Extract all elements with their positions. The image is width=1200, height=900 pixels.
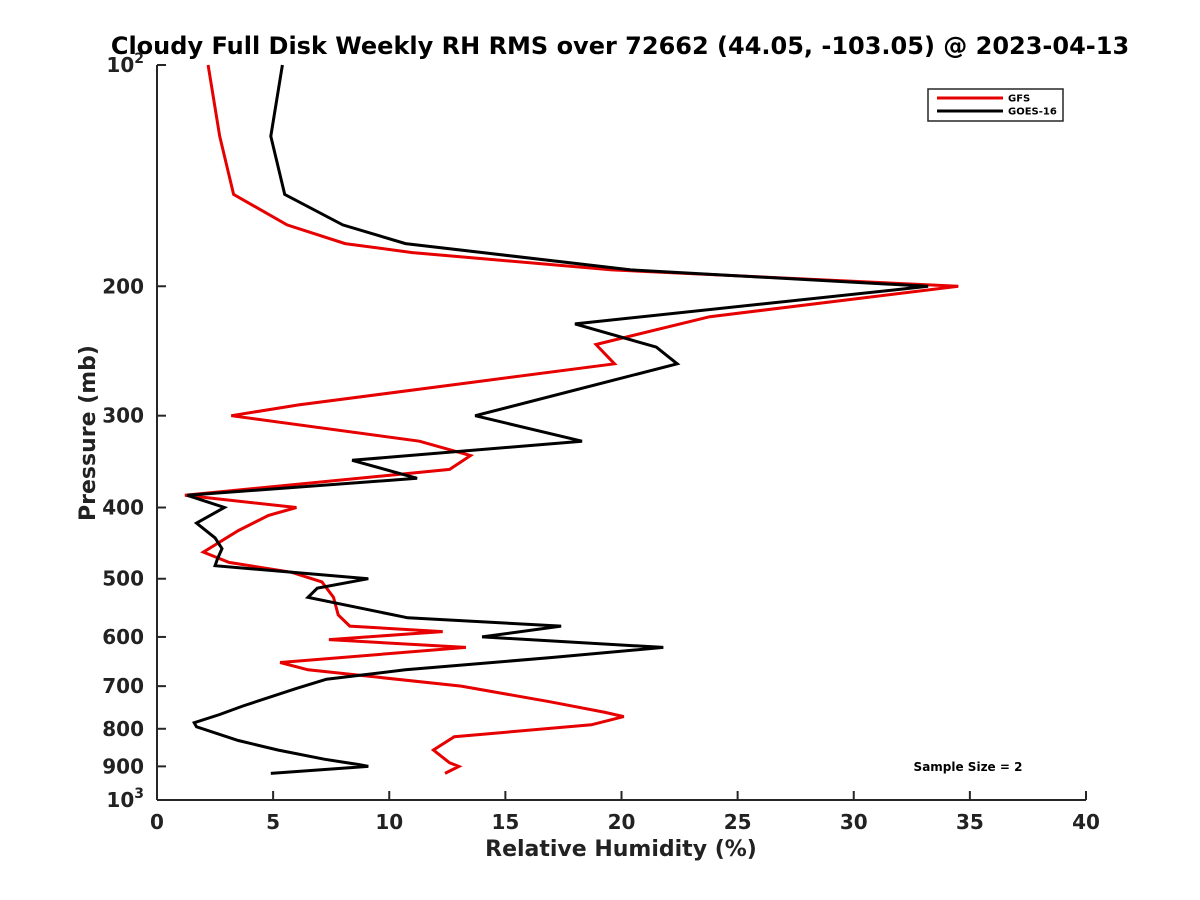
x-tick-label: 35 <box>956 810 984 834</box>
x-tick-label: 25 <box>724 810 752 834</box>
y-tick-label: 700 <box>102 674 144 698</box>
x-tick-label: 15 <box>491 810 519 834</box>
chart-title: Cloudy Full Disk Weekly RH RMS over 7266… <box>111 32 1129 60</box>
x-ticks: 0 5 10 15 20 25 30 35 40 <box>150 791 1100 834</box>
y-tick-label: 103 <box>106 786 144 812</box>
y-tick-label: 600 <box>102 625 144 649</box>
y-tick-label: 500 <box>102 567 144 591</box>
x-axis-label: Relative Humidity (%) <box>485 837 757 862</box>
y-tick-label: 200 <box>102 274 144 298</box>
y-axis-label: Pressure (mb) <box>76 345 101 521</box>
y-tick-label: 800 <box>102 717 144 741</box>
x-tick-label: 0 <box>150 810 164 834</box>
x-tick-label: 30 <box>840 810 868 834</box>
legend-label-goes16: GOES-16 <box>1008 107 1057 118</box>
y-tick-label: 102 <box>106 51 144 77</box>
legend-box <box>927 88 1064 122</box>
x-tick-label: 40 <box>1072 810 1100 834</box>
y-ticks: 102 200 300 400 500 600 700 800 900 103 <box>102 51 166 812</box>
x-tick-label: 5 <box>266 810 280 834</box>
legend-label-gfs: GFS <box>1008 94 1030 105</box>
y-tick-label: 300 <box>102 404 144 428</box>
x-tick-label: 20 <box>608 810 636 834</box>
y-tick-label: 900 <box>102 754 144 778</box>
series-line-goes16 <box>186 64 929 775</box>
sample-size-annotation: Sample Size = 2 <box>914 760 1023 774</box>
legend: GFS GOES-16 <box>927 88 1064 122</box>
series-layer <box>184 64 959 775</box>
x-tick-label: 10 <box>375 810 403 834</box>
y-tick-label: 400 <box>102 496 144 520</box>
